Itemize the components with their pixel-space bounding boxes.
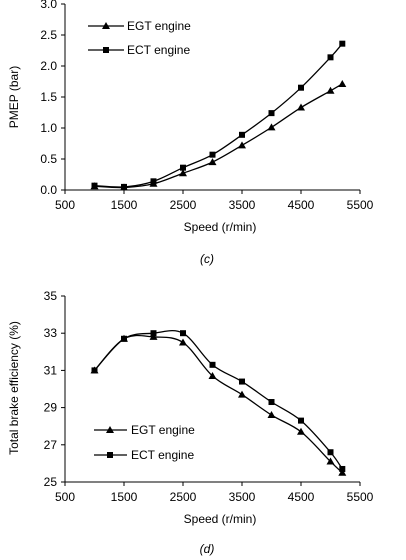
data-point-ect — [327, 449, 334, 456]
square-marker-icon — [107, 452, 113, 458]
data-point-egt — [149, 332, 158, 340]
x-tick-label: 1500 — [111, 490, 138, 504]
series-line-ect — [94, 329, 343, 470]
data-point-ect — [298, 417, 304, 424]
x-tick-label: 2500 — [170, 490, 197, 504]
data-point-egt — [267, 123, 276, 131]
data-point-egt — [208, 158, 217, 166]
x-ticks: 500 1500 2500 3500 4500 5500 — [55, 190, 374, 212]
legend: EGT engine ECT engine — [88, 19, 191, 57]
data-point-ect — [121, 183, 127, 190]
data-point-egt — [179, 338, 187, 346]
plot-area — [90, 40, 347, 191]
data-point-egt — [326, 86, 335, 94]
data-point-ect — [150, 178, 157, 185]
y-tick-label: 3.0 — [40, 0, 57, 11]
data-point-egt — [297, 103, 305, 111]
legend: EGT engine ECT engine — [94, 423, 195, 462]
y-tick-label: 2.0 — [40, 59, 57, 73]
series-line-ect — [94, 43, 343, 188]
data-point-ect — [298, 84, 304, 91]
y-tick-label: 0.5 — [40, 152, 57, 166]
y-tick-label: 31 — [44, 363, 58, 377]
x-tick-label: 2500 — [170, 198, 197, 212]
y-ticks: 25 27 29 31 33 35 — [44, 289, 65, 489]
x-tick-label: 3500 — [229, 490, 256, 504]
y-tick-label: 2.5 — [40, 28, 57, 42]
y-axis-label: Total brake efficiency (%) — [7, 321, 21, 455]
x-tick-label: 500 — [55, 490, 75, 504]
plot-area — [90, 329, 347, 476]
series-line-egt — [94, 83, 343, 189]
x-tick-label: 4500 — [288, 490, 315, 504]
data-point-egt — [326, 457, 335, 465]
data-point-ect — [339, 465, 346, 472]
data-point-ect — [91, 367, 98, 374]
data-point-egt — [297, 427, 305, 435]
data-point-ect — [180, 164, 186, 171]
data-point-ect — [209, 361, 216, 368]
data-point-ect — [268, 110, 275, 117]
data-point-ect — [339, 40, 346, 47]
square-marker-icon — [103, 47, 109, 53]
y-tick-label: 35 — [44, 289, 58, 303]
data-point-ect — [91, 182, 98, 189]
x-tick-label: 4500 — [288, 198, 315, 212]
x-tick-label: 5500 — [347, 198, 374, 212]
x-ticks: 500 1500 2500 3500 4500 5500 — [55, 482, 374, 504]
y-tick-label: 29 — [44, 401, 58, 415]
data-point-ect — [121, 335, 127, 342]
triangle-marker-icon — [102, 22, 110, 29]
x-axis-label: Speed (r/min) — [184, 220, 257, 234]
data-point-ect — [239, 131, 245, 138]
x-axis-label: Speed (r/min) — [184, 512, 257, 526]
y-axis-label: PMEP (bar) — [7, 66, 21, 128]
data-point-ect — [180, 330, 186, 337]
legend-label-ect: ECT engine — [127, 43, 190, 57]
data-point-egt — [338, 468, 347, 476]
legend-label-egt: EGT engine — [131, 423, 195, 437]
triangle-marker-icon — [106, 426, 114, 433]
caption-c: (c) — [200, 252, 214, 266]
chart-pmep: 0.0 0.5 1.0 1.5 2.0 2.5 3.0 500 1500 2500 3500 450… — [7, 0, 374, 266]
data-point-ect — [268, 399, 275, 406]
data-point-egt — [267, 411, 276, 419]
y-tick-label: 27 — [44, 438, 58, 452]
data-point-egt — [238, 390, 246, 398]
x-tick-label: 3500 — [229, 198, 256, 212]
legend-label-ect: ECT engine — [131, 448, 194, 462]
data-point-ect — [150, 330, 157, 337]
caption-d: (d) — [200, 542, 215, 556]
y-tick-label: 1.5 — [40, 90, 57, 104]
y-ticks: 0.0 0.5 1.0 1.5 2.0 2.5 3.0 — [40, 0, 65, 197]
x-tick-label: 1500 — [111, 198, 138, 212]
legend-label-egt: EGT engine — [127, 19, 191, 33]
x-tick-label: 500 — [55, 198, 75, 212]
data-point-ect — [209, 151, 216, 158]
data-point-egt — [238, 141, 246, 149]
y-tick-label: 25 — [44, 475, 58, 489]
y-tick-label: 33 — [44, 326, 58, 340]
data-point-ect — [327, 54, 334, 61]
y-tick-label: 0.0 — [40, 183, 57, 197]
y-tick-label: 1.0 — [40, 121, 57, 135]
data-point-ect — [239, 378, 245, 385]
x-tick-label: 5500 — [347, 490, 374, 504]
data-point-egt — [208, 371, 217, 379]
data-point-egt — [338, 79, 347, 87]
data-point-egt — [179, 169, 187, 177]
series-line-egt — [94, 334, 343, 474]
chart-efficiency: 25 27 29 31 33 35 500 1500 2500 3500 4500 5500 Spe… — [7, 289, 374, 556]
